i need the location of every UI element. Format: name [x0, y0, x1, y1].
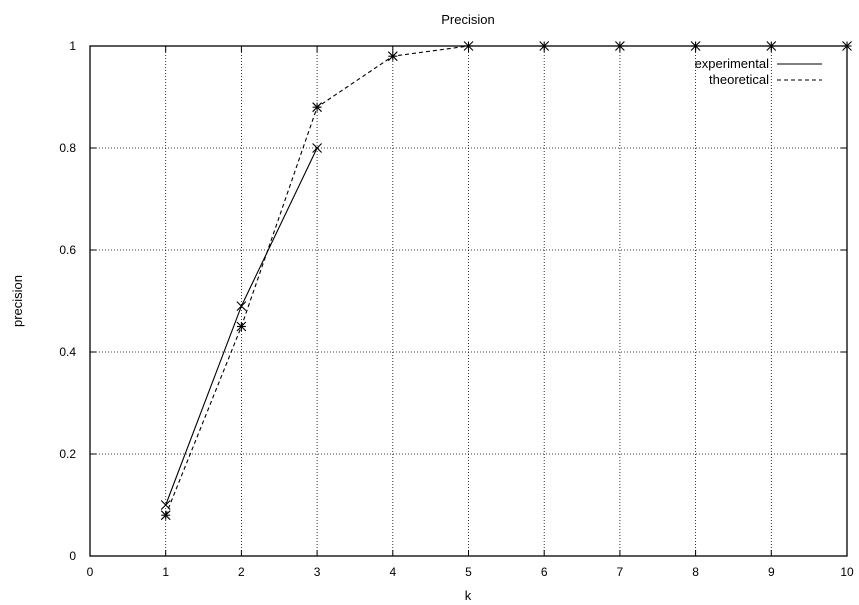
y-tick-label: 0: [69, 549, 76, 563]
legend-label-experimental: experimental: [695, 56, 770, 71]
x-tick-label: 3: [314, 565, 321, 579]
chart-title: Precision: [441, 12, 494, 27]
x-tick-label: 0: [87, 565, 94, 579]
y-tick-label: 0.6: [59, 243, 76, 257]
y-axis-label: precision: [10, 275, 25, 327]
data-point-theoretical: [312, 102, 322, 113]
x-tick-label: 6: [541, 565, 548, 579]
data-point-theoretical: [615, 41, 625, 51]
series-line-theoretical: [165, 45, 847, 516]
data-point-experimental: [236, 301, 247, 311]
x-tick-label: 1: [162, 565, 169, 579]
y-tick-label: 0.4: [59, 345, 76, 359]
y-tick-label: 0.2: [59, 447, 76, 461]
series-layer: [160, 41, 852, 521]
data-point-theoretical: [160, 510, 171, 521]
x-tick-label: 2: [238, 565, 245, 579]
data-point-theoretical: [842, 41, 852, 51]
y-tick-label: 0.8: [59, 141, 76, 155]
grid-lines: [90, 46, 847, 556]
x-tick-label: 5: [465, 565, 472, 579]
data-point-theoretical: [236, 321, 247, 332]
x-tick-label: 9: [768, 565, 775, 579]
x-tick-label: 7: [617, 565, 624, 579]
data-point-theoretical: [539, 41, 550, 51]
data-point-theoretical: [766, 41, 777, 51]
data-point-experimental: [312, 143, 322, 153]
data-point-theoretical: [463, 41, 474, 51]
axis-ticks: 0 1 2 3 4 5 6 7 8 9 10 0 0.2 0.4 0.6 0.8 1: [59, 39, 854, 579]
data-point-theoretical: [387, 51, 398, 62]
data-point-theoretical: [690, 41, 701, 51]
x-axis-label: k: [465, 588, 472, 603]
x-tick-label: 8: [692, 565, 699, 579]
x-tick-label: 4: [389, 565, 396, 579]
x-tick-label: 10: [840, 565, 854, 579]
legend-label-theoretical: theoretical: [709, 72, 769, 87]
y-tick-label: 1: [69, 39, 76, 53]
